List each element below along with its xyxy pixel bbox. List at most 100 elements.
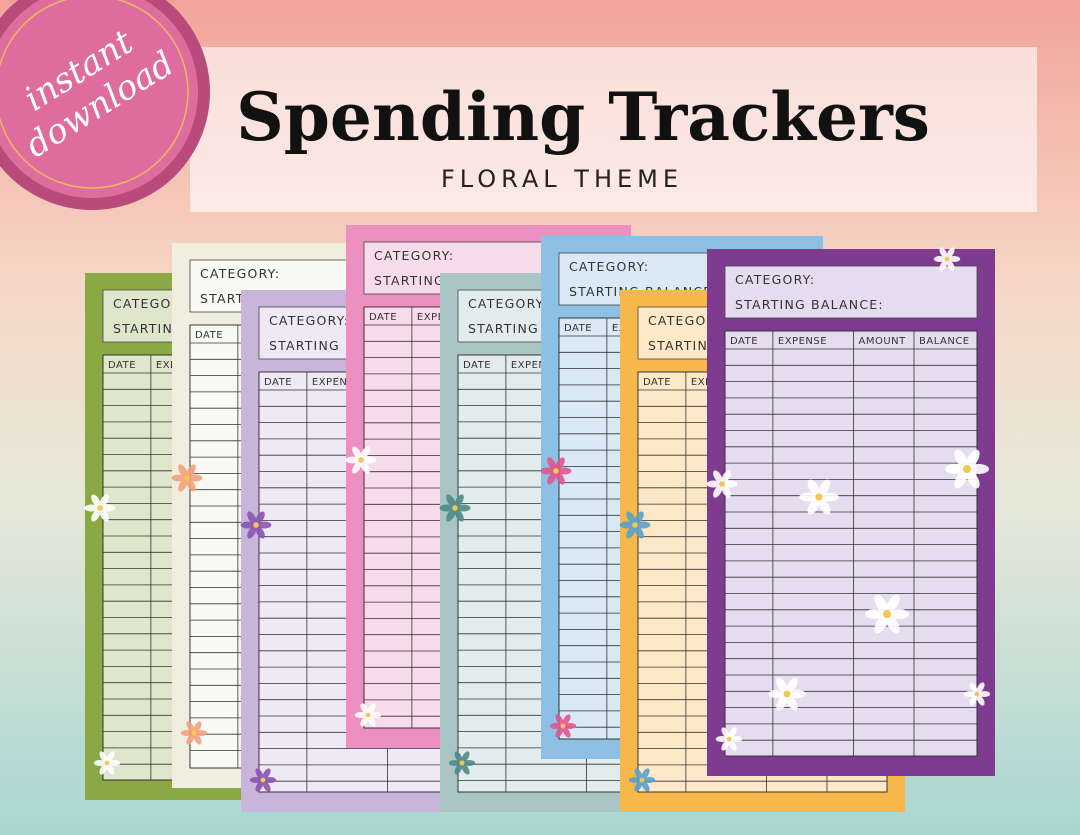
flower-petal: [555, 471, 565, 485]
flower-center: [560, 723, 566, 729]
flower-petal: [954, 449, 968, 468]
flower-petal: [933, 256, 946, 262]
flower-petal: [886, 594, 900, 613]
flower-petal: [367, 715, 376, 727]
category-label: CATEGORY:: [468, 296, 548, 311]
flower-petal: [93, 760, 106, 766]
column-header: BALANCE: [919, 336, 970, 347]
flower-petal: [555, 457, 565, 471]
flower-petal: [99, 751, 108, 763]
flower-petal: [721, 470, 731, 484]
flower-petal: [463, 760, 476, 766]
flower-petal: [454, 508, 464, 522]
flower-petal: [807, 479, 820, 496]
flower-petal: [969, 694, 978, 706]
flower-petal: [562, 726, 571, 738]
column-header: DATE: [195, 330, 223, 341]
category-label: CATEGORY:: [200, 266, 280, 281]
flower-petal: [352, 460, 362, 474]
flower-petal: [706, 480, 721, 488]
flower-petal: [634, 511, 644, 525]
flower-petal: [713, 484, 723, 498]
flower-petal: [874, 594, 888, 613]
banner: [190, 47, 1037, 212]
flower-center: [452, 505, 458, 511]
badge-gold-ring: [0, 0, 189, 189]
flower-petal: [264, 777, 277, 783]
title: Spending Trackers: [236, 78, 930, 156]
flower-center: [719, 481, 725, 487]
flower-petal: [249, 777, 262, 783]
flower-petal: [818, 479, 831, 496]
category-label: CATEGORY:: [735, 272, 815, 287]
flower-petal: [91, 508, 101, 522]
flower-petal: [818, 498, 831, 515]
flower-petal: [439, 504, 454, 512]
flower-petal: [178, 464, 188, 478]
flower-center: [726, 736, 732, 742]
flower-petal: [807, 498, 820, 515]
flower-petal: [186, 478, 196, 492]
flower-petal: [786, 695, 798, 711]
flower-petal: [247, 525, 257, 539]
flower-petal: [367, 703, 376, 715]
flower-center: [815, 493, 823, 501]
column-header: EXPENSE: [778, 336, 827, 347]
flower-petal: [354, 712, 367, 718]
flower-petal: [619, 521, 634, 529]
flower-petal: [966, 470, 980, 489]
flower-center: [553, 468, 559, 474]
flower-petal: [257, 521, 272, 529]
flower-petal: [456, 504, 471, 512]
flower-petal: [188, 474, 203, 482]
column-header: DATE: [264, 377, 292, 388]
column-header: DATE: [730, 336, 758, 347]
flower-petal: [362, 456, 377, 464]
flower-petal: [446, 494, 456, 508]
flower-petal: [963, 691, 976, 697]
flower-petal: [978, 691, 991, 697]
flower-petal: [91, 494, 101, 508]
flower-petal: [626, 511, 636, 525]
flower-center: [639, 777, 645, 783]
flower-center: [783, 690, 791, 698]
column-header: DATE: [564, 323, 592, 334]
flower-petal: [99, 494, 109, 508]
flower-petal: [626, 525, 636, 539]
flower-petal: [713, 470, 723, 484]
flower-petal: [99, 508, 109, 522]
badge: [0, 0, 198, 198]
flower-center: [974, 691, 980, 697]
flower-petal: [946, 247, 955, 259]
flower-petal: [641, 768, 650, 780]
flower-petal: [939, 247, 948, 259]
flower-petal: [454, 763, 463, 775]
flower-petal: [634, 780, 643, 792]
flower-petal: [948, 256, 961, 262]
flower-center: [260, 777, 266, 783]
flower-petal: [788, 689, 806, 699]
flower-petal: [776, 677, 788, 693]
flower-petal: [454, 751, 463, 763]
flower-petal: [247, 511, 257, 525]
tracker-card: CATEGORY: STARTING BALANCE: DATE EXPENSE AMO…: [706, 247, 995, 776]
flower-center: [883, 610, 891, 618]
flower-petal: [776, 695, 788, 711]
flower-petal: [768, 689, 786, 699]
flower-petal: [180, 730, 193, 736]
flower-petal: [954, 470, 968, 489]
flower-petal: [369, 712, 382, 718]
flower-petal: [461, 751, 470, 763]
flower-petal: [101, 504, 116, 512]
flower-petal: [723, 480, 738, 488]
column-header: DATE: [463, 360, 491, 371]
flower-petal: [555, 714, 564, 726]
flower-center: [97, 505, 103, 511]
flower-petal: [969, 682, 978, 694]
table-border: [724, 330, 978, 757]
flower-petal: [555, 726, 564, 738]
flower-petal: [643, 777, 656, 783]
flower-petal: [255, 780, 264, 792]
flower-petal: [99, 763, 108, 775]
flower-petal: [969, 464, 989, 474]
